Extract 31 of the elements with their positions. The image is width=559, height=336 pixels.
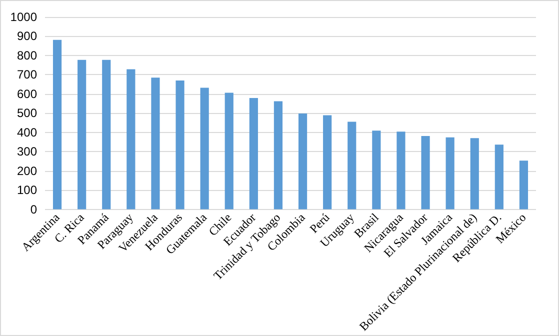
bar <box>52 40 62 210</box>
bar <box>421 136 430 210</box>
bar <box>298 114 308 210</box>
bar <box>446 137 454 210</box>
y-tick-label: 700 <box>16 68 38 82</box>
y-tick-label: 1000 <box>10 10 38 24</box>
bar <box>249 98 258 210</box>
bar <box>151 78 160 210</box>
y-tick-label: 900 <box>16 29 38 44</box>
bar <box>470 138 479 210</box>
bar <box>126 69 136 210</box>
bar <box>78 60 86 210</box>
bar <box>494 144 504 210</box>
bar <box>396 132 406 210</box>
y-tick-label: 0 <box>30 202 38 216</box>
bar <box>519 160 528 210</box>
y-tick-label: 200 <box>16 164 38 178</box>
y-tick-label: 500 <box>16 106 38 120</box>
bar <box>348 122 356 210</box>
y-tick-label: 800 <box>16 48 38 62</box>
bar <box>224 92 234 210</box>
bar <box>274 101 283 210</box>
bar <box>176 80 184 210</box>
y-tick-label: 400 <box>16 125 38 140</box>
bar <box>200 88 209 210</box>
bar <box>102 60 111 210</box>
y-tick-label: 600 <box>16 86 38 101</box>
y-tick-label: 100 <box>16 183 38 198</box>
bar <box>323 115 332 210</box>
bar <box>372 130 381 210</box>
y-tick-label: 300 <box>16 144 38 159</box>
